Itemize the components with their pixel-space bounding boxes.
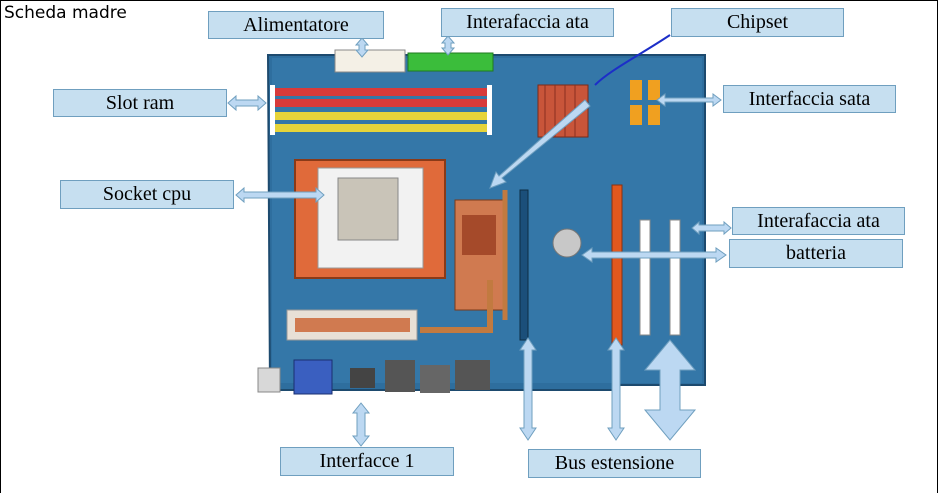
label-slot-ram: Slot ram <box>53 89 227 117</box>
arrow-bus-1 <box>519 337 537 441</box>
vrm-heatsink <box>286 309 418 341</box>
label-socket-cpu: Socket cpu <box>60 180 234 209</box>
chipset-pointer-line <box>594 34 671 86</box>
diagram-title: Scheda madre <box>4 3 127 23</box>
arrow-alimentatore <box>354 37 370 58</box>
cpu-socket <box>294 159 446 279</box>
arrow-bus-2 <box>607 337 625 441</box>
heatpipe-heatsink <box>420 190 508 333</box>
label-chipset: Chipset <box>671 8 844 37</box>
label-interfaccia-sata: Interfaccia sata <box>723 85 896 113</box>
arrow-ata-top <box>440 35 456 56</box>
label-interfaccia-ata-right: Interafaccia ata <box>732 207 905 235</box>
arrow-batteria <box>581 247 727 263</box>
ram-slots <box>270 85 492 135</box>
label-interfaccia-ata-top: Interafaccia ata <box>441 8 614 37</box>
ata-connector-top <box>407 52 494 72</box>
label-alimentatore: Alimentatore <box>208 11 384 39</box>
arrow-socket-cpu <box>235 186 325 204</box>
arrow-bus-3 <box>643 339 697 441</box>
label-bus-estensione: Bus estensione <box>528 449 701 478</box>
sata-connectors <box>630 80 660 125</box>
arrow-ata-right <box>691 220 732 236</box>
atx-power-connector <box>334 49 406 73</box>
cmos-battery <box>552 228 582 258</box>
arrow-interfacce-1 <box>351 402 371 447</box>
arrow-slot-ram <box>227 94 267 112</box>
arrow-sata <box>656 93 722 107</box>
rear-io-ports <box>257 359 490 395</box>
label-batteria: batteria <box>729 239 903 268</box>
arrow-chipset <box>489 99 591 189</box>
expansion-slots <box>519 184 681 346</box>
label-interfacce-1: Interfacce 1 <box>280 447 454 476</box>
